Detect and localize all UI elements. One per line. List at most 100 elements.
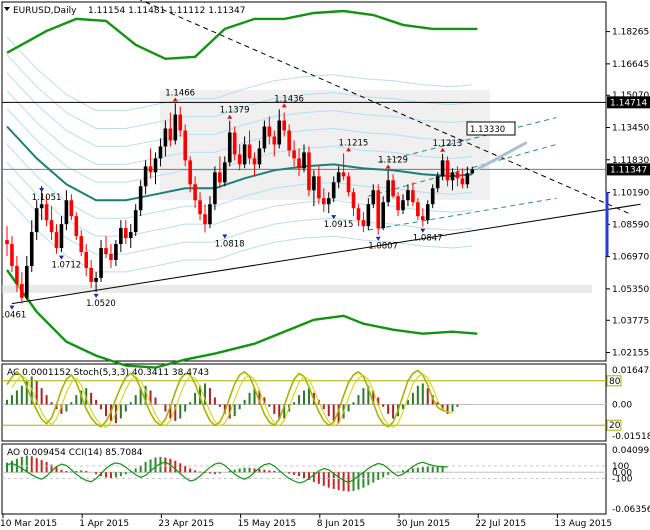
stoch-signal-line (11, 373, 453, 428)
candle-body (183, 130, 187, 161)
price-axis-label: 1.02155 (612, 349, 649, 359)
candle-body (49, 220, 54, 233)
price-marker-box-label: 1.13330 (470, 125, 505, 135)
price-label: 1.1379 (220, 106, 250, 116)
price-label: 1.1051 (32, 193, 62, 203)
candle-body (227, 132, 232, 163)
price-tag (607, 163, 650, 176)
price-marker-box[interactable]: 1.13330 (466, 121, 516, 136)
candle-body (163, 128, 168, 147)
date-axis-label: 15 May 2015 (238, 519, 297, 529)
fractal-up-arrow-icon (227, 114, 233, 119)
price-axis-label: 1.16645 (612, 60, 649, 70)
candle-body (396, 196, 400, 211)
candle-body (69, 200, 74, 217)
envelope-upper-line (6, 9, 478, 61)
fractal-up-arrow-icon (281, 103, 287, 108)
candle-body (331, 182, 336, 199)
candle-body (99, 248, 103, 278)
candle-body (232, 132, 237, 155)
band-line-6 (6, 72, 473, 147)
candle-body (168, 128, 173, 141)
date-axis-label: 1 Apr 2015 (79, 519, 129, 529)
candle-body (29, 232, 34, 266)
price-label: 1.1466 (165, 88, 195, 98)
candle-body (351, 192, 356, 209)
candle-body (416, 202, 420, 217)
price-axis-label: 1.06970 (612, 253, 649, 263)
price-label: 1.1215 (339, 138, 369, 148)
candle-body (138, 186, 143, 211)
candle-body (74, 216, 79, 237)
price-tag-label: 1.14714 (610, 98, 647, 108)
trendline-blue-projection (476, 141, 528, 171)
fractal-markers-layer (9, 97, 446, 310)
candle-body (267, 126, 272, 137)
candle-body (20, 283, 24, 298)
candle-body (252, 158, 257, 165)
trendline-descending-dashed (139, 0, 631, 215)
price-axis-label: 1.11830 (612, 156, 649, 166)
fractal-down-arrow-icon (420, 228, 426, 233)
candle-body (25, 265, 29, 298)
trendline-channel-upper (378, 117, 557, 163)
stoch-level-label: 20 (609, 421, 621, 431)
price-label: 1.0915 (324, 220, 354, 230)
ac-panel-frame (1, 363, 607, 442)
candle-body (223, 162, 227, 183)
candle-body (64, 200, 69, 225)
candle-body (425, 204, 430, 221)
candle-body (391, 180, 395, 197)
candle-body (242, 144, 247, 165)
candle-body (445, 160, 450, 181)
trendline-channel-mid (368, 143, 557, 197)
candle-body (54, 232, 59, 249)
cci-line (6, 461, 448, 484)
support-strip (2, 284, 592, 293)
price-label: 1.0818 (215, 240, 245, 250)
ac-layer: 0.016474 0.00 -0.015182 80 20 (2, 366, 650, 442)
envelope-layer (6, 9, 478, 369)
candle-body (460, 178, 465, 185)
candle-body (277, 120, 282, 145)
fractal-down-arrow-icon (58, 255, 64, 260)
price-labels-layer: 1.1466 1.1379 1.1436 1.1215 1.1129 1.1213 1.10… (2, 88, 462, 320)
price-label: 1.0807 (368, 242, 398, 252)
price-label: 1.0520 (86, 299, 116, 309)
candle-body (435, 176, 440, 189)
stoch-main-line (6, 369, 448, 428)
candle-body (148, 166, 153, 173)
candle-body (237, 154, 242, 165)
candle-body (317, 176, 321, 199)
candle-body (44, 204, 49, 221)
fractal-down-arrow-icon (375, 236, 381, 241)
ao-axis-label: 0.040996 (612, 446, 650, 456)
candle-body (450, 172, 455, 181)
candle-body (10, 244, 14, 266)
candle-body (287, 130, 291, 151)
candle-body (193, 184, 197, 201)
candle-body (15, 265, 19, 284)
price-axis-label: 1.15070 (612, 91, 649, 101)
candle-body (421, 216, 425, 221)
ac-panel-header: AC 0.0001152 Stoch(5,3,3) 40.3411 38.474… (7, 368, 209, 378)
candle-body (297, 158, 301, 169)
ac-axis-label: -0.015182 (612, 432, 650, 442)
trendline-ascending-support (11, 203, 641, 305)
price-axis-label: 1.13450 (612, 124, 649, 134)
candle-body (262, 126, 267, 149)
trendline-channel-lower (368, 197, 557, 231)
candle-body (124, 228, 128, 239)
candle-body (465, 173, 470, 185)
candle-body (104, 248, 108, 255)
candle-body (79, 236, 84, 253)
symbol-dropdown-icon[interactable] (4, 7, 10, 11)
candle-body (356, 208, 361, 221)
candle-body (59, 224, 64, 249)
candle-body (203, 214, 207, 225)
candle-body (198, 200, 202, 215)
date-axis-label: 13 Aug 2015 (554, 519, 612, 529)
candle-body (89, 267, 93, 282)
